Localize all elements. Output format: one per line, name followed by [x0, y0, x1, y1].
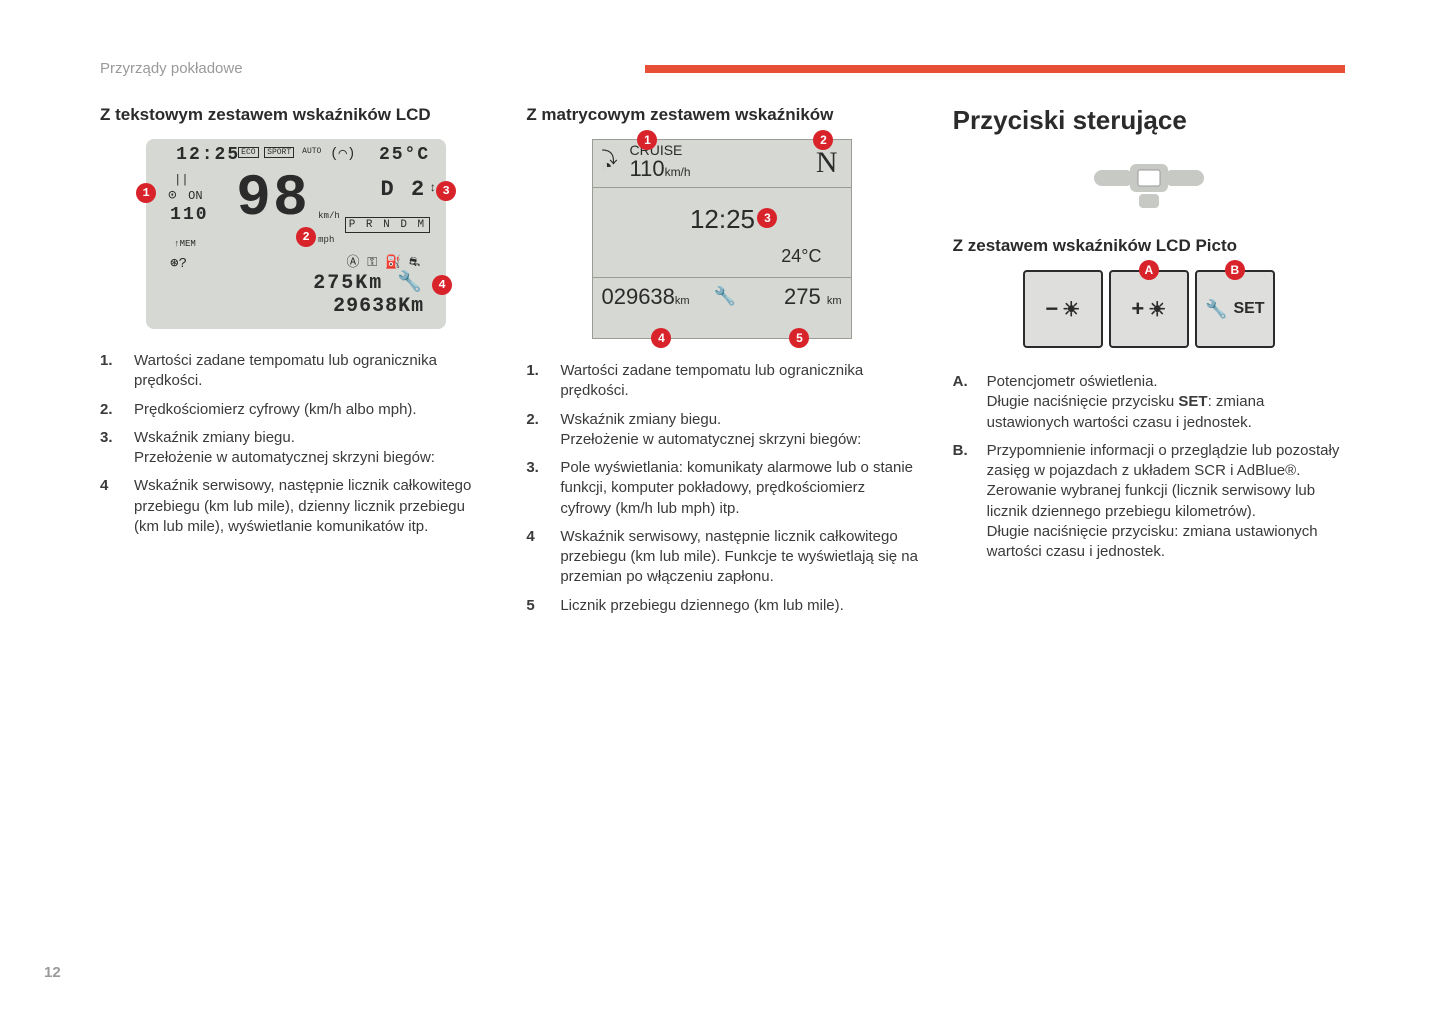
- legend-item: 4Wskaźnik serwisowy, następnie licznik c…: [100, 476, 492, 537]
- gear-arrows-icon: ↕: [429, 181, 436, 195]
- col3-main-heading: Przyciski sterujące: [953, 105, 1345, 136]
- max-icon: ⊛?: [170, 255, 187, 272]
- legend-item: 2.Wskaźnik zmiany biegu. Przełożenie w a…: [526, 410, 918, 451]
- lcd-temp: 25°C: [379, 145, 430, 165]
- col-matrix: Z matrycowym zestawem wskaźników ⤵ CRUIS…: [526, 105, 918, 624]
- set-label: SET: [1233, 300, 1264, 318]
- callout-a: A: [1139, 260, 1159, 280]
- col3-sub-heading: Z zestawem wskaźników LCD Picto: [953, 236, 1345, 256]
- callout-2: 2: [296, 227, 316, 247]
- lcd-on: ON: [188, 189, 202, 203]
- brightness-plus-button[interactable]: + ☀ A: [1109, 270, 1189, 348]
- legend-item: 3.Wskaźnik zmiany biegu. Przełożenie w a…: [100, 428, 492, 469]
- plus-icon: +: [1131, 296, 1144, 322]
- lcd-cruise-set: 110: [170, 205, 208, 225]
- col1-heading: Z tekstowym zestawem wskaźników LCD: [100, 105, 492, 125]
- callout-b: B: [1225, 260, 1245, 280]
- legend-text-b: Przypomnienie informacji o przeglądzie l…: [987, 441, 1345, 563]
- lcd-trip: 275Km 🔧: [313, 269, 424, 295]
- col2-legend: 1.Wartości zadane tempomatu lub ogranicz…: [526, 361, 918, 616]
- callout-4: 4: [432, 275, 452, 295]
- compass-value: N: [816, 146, 838, 180]
- lcd-gear: D 2: [381, 177, 427, 202]
- legend-item: 2.Prędkościomierz cyfrowy (km/h albo mph…: [100, 400, 492, 420]
- matrix-odo: 029638km: [601, 284, 689, 310]
- legend-item: 5Licznik przebiegu dziennego (km lub mil…: [526, 596, 918, 616]
- lcd-speed: 98: [236, 167, 310, 232]
- lcd-eco: ECO: [238, 147, 258, 158]
- page-number: 12: [44, 964, 61, 981]
- col1-legend: 1.Wartości zadane tempomatu lub ogranicz…: [100, 351, 492, 537]
- legend-item: 4Wskaźnik serwisowy, następnie licznik c…: [526, 527, 918, 588]
- lcd-auto: AUTO: [302, 147, 321, 156]
- wiper-icon: (⌒): [330, 145, 355, 162]
- wrench-icon: 🔧: [713, 286, 735, 307]
- lcd-odo: 29638Km: [333, 295, 424, 318]
- matrix-temp: 24°C: [781, 246, 821, 267]
- cruise-value: 110km/h: [629, 156, 690, 182]
- col2-heading: Z matrycowym zestawem wskaźników: [526, 105, 918, 125]
- header-redbar: [645, 65, 1345, 73]
- sun-icon: ☀: [1062, 297, 1080, 322]
- pause-icon: ||: [174, 173, 188, 187]
- brightness-minus-button[interactable]: − ☀: [1023, 270, 1103, 348]
- breadcrumb: Przyrządy pokładowe: [100, 60, 243, 77]
- lcd-text-display: 12:25 ECO SPORT AUTO 25°C (⌒) || ⊙ ON 11…: [146, 139, 446, 329]
- lcd-mem: ↑MEM: [174, 239, 196, 249]
- lcd-prndm: P R N D M: [345, 217, 430, 233]
- callout-3: 3: [436, 181, 456, 201]
- lcd-sport: SPORT: [264, 147, 294, 158]
- legend-item: 1.Wartości zadane tempomatu lub ogranicz…: [100, 351, 492, 392]
- col-lcd-text: Z tekstowym zestawem wskaźników LCD 12:2…: [100, 105, 492, 624]
- set-button[interactable]: 🔧 SET B: [1195, 270, 1275, 348]
- wrench-icon: 🔧: [1205, 299, 1227, 320]
- col3-legend: A. Potencjometr oświetlenia. Długie naci…: [953, 372, 1345, 562]
- matrix-display: ⤵ CRUISE ◔ 110km/h N 1 2 12:25 3 24°C 02…: [592, 139, 852, 339]
- minus-icon: −: [1045, 296, 1058, 322]
- callout-5: 5: [789, 328, 809, 348]
- cruise-icon: ⊙: [168, 187, 176, 204]
- matrix-trip: 275 km: [784, 284, 842, 310]
- legend-text-a: Potencjometr oświetlenia. Długie naciśni…: [987, 372, 1345, 433]
- callout-4: 4: [651, 328, 671, 348]
- col-controls: Przyciski sterujące Z zestawem wskaźnikó…: [953, 105, 1345, 624]
- legend-item: A. Potencjometr oświetlenia. Długie naci…: [953, 372, 1345, 433]
- legend-item: 3.Pole wyświetlania: komunikaty alarmowe…: [526, 458, 918, 519]
- lcd-time: 12:25: [176, 145, 240, 165]
- sun-icon: ☀: [1148, 297, 1166, 322]
- lcd-unit-kmh: km/h: [318, 211, 340, 221]
- gauge-icon: ◔: [601, 156, 612, 177]
- picto-button-row: − ☀ + ☀ A 🔧 SET B: [953, 270, 1345, 348]
- stalk-illustration: [1084, 156, 1214, 216]
- legend-item: B. Przypomnienie informacji o przeglądzi…: [953, 441, 1345, 563]
- callout-1: 1: [136, 183, 156, 203]
- lcd-unit-mph: mph: [318, 235, 334, 245]
- legend-item: 1.Wartości zadane tempomatu lub ogranicz…: [526, 361, 918, 402]
- matrix-time: 12:25: [593, 204, 851, 235]
